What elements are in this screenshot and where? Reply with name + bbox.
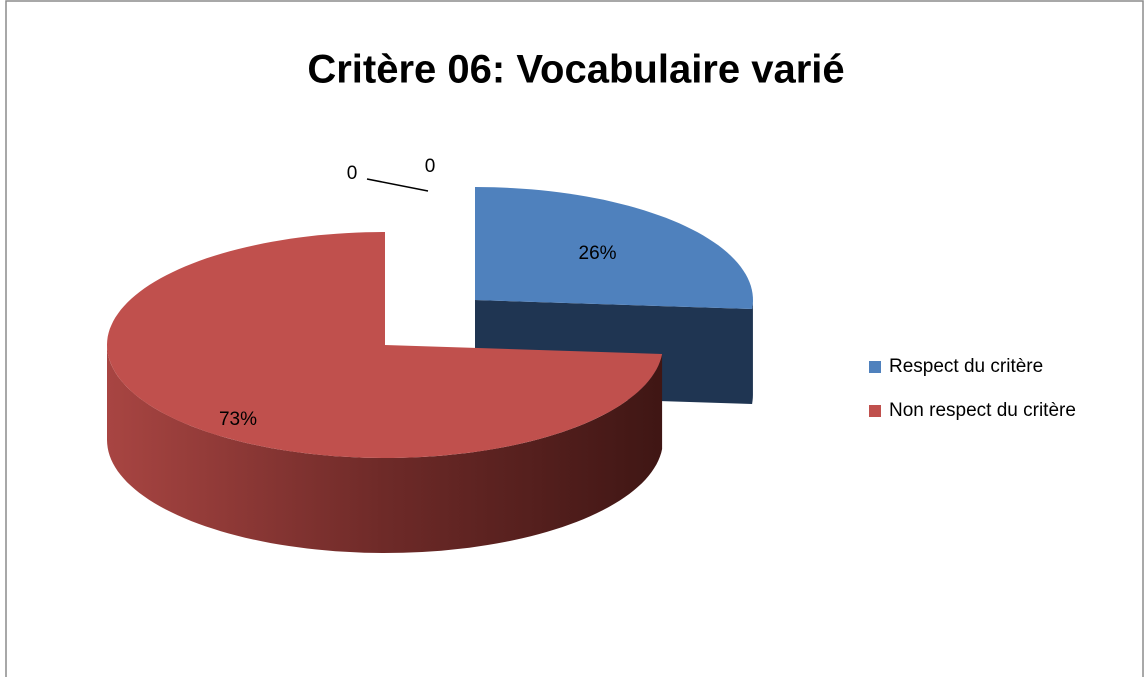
legend-label: Respect du critère	[889, 356, 1043, 377]
slice-side	[107, 345, 663, 553]
leader-line	[366, 178, 429, 192]
legend-swatch	[869, 361, 881, 373]
legend-label: Non respect du critère	[889, 400, 1076, 421]
data-label: 0	[425, 156, 436, 177]
data-label: 73%	[219, 409, 257, 430]
slice-side	[752, 300, 753, 404]
chart-title: Critère 06: Vocabulaire varié	[307, 48, 844, 92]
slice	[475, 187, 753, 309]
legend-swatch	[869, 405, 881, 417]
data-label: 0	[347, 163, 358, 184]
data-label: 26%	[579, 243, 617, 264]
slice	[107, 232, 663, 458]
